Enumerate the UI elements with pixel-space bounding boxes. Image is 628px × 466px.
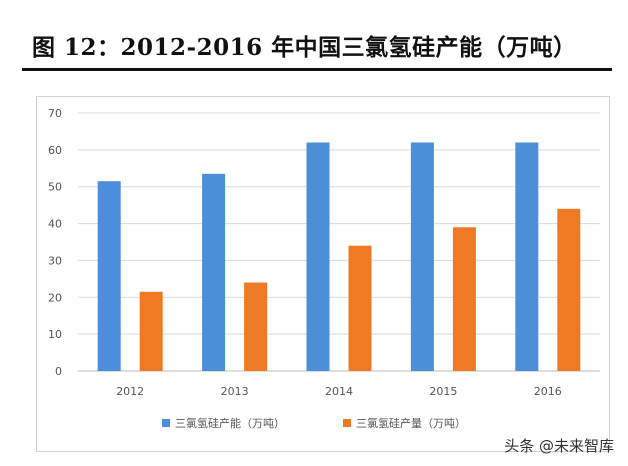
bar-output-2015 <box>452 227 476 371</box>
x-tick-label: 2013 <box>221 385 249 398</box>
bar-capacity-2016 <box>515 142 539 371</box>
bar-output-2014 <box>348 245 372 371</box>
y-tick-label: 30 <box>48 254 62 267</box>
chart-title: 图 12：2012-2016 年中国三氯氢硅产能（万吨） <box>32 34 577 61</box>
y-tick-label: 20 <box>48 291 62 304</box>
y-tick-label: 10 <box>48 328 62 341</box>
x-tick-label: 2015 <box>429 385 457 398</box>
bar-capacity-2015 <box>410 142 434 371</box>
legend-label-output: 三氯氢硅产量（万吨） <box>356 416 466 430</box>
title-underline <box>22 68 612 71</box>
bar-capacity-2014 <box>306 142 330 371</box>
bar-output-2013 <box>244 282 268 371</box>
x-tick-label: 2014 <box>325 385 353 398</box>
x-tick-label: 2012 <box>116 385 144 398</box>
bar-output-2012 <box>139 291 163 371</box>
legend-label-capacity: 三氯氢硅产能（万吨） <box>175 416 285 430</box>
legend-swatch-capacity <box>162 419 170 427</box>
bar-capacity-2012 <box>97 181 121 371</box>
y-tick-label: 50 <box>48 181 62 194</box>
y-tick-label: 0 <box>55 365 62 378</box>
bar-capacity-2013 <box>202 173 226 371</box>
y-tick-label: 60 <box>48 144 62 157</box>
watermark: 头条 @未来智库 <box>504 437 614 455</box>
legend-swatch-output <box>343 419 351 427</box>
x-tick-label: 2016 <box>534 385 562 398</box>
y-tick-label: 70 <box>48 107 62 120</box>
bar-output-2016 <box>557 208 581 371</box>
y-tick-label: 40 <box>48 218 62 231</box>
